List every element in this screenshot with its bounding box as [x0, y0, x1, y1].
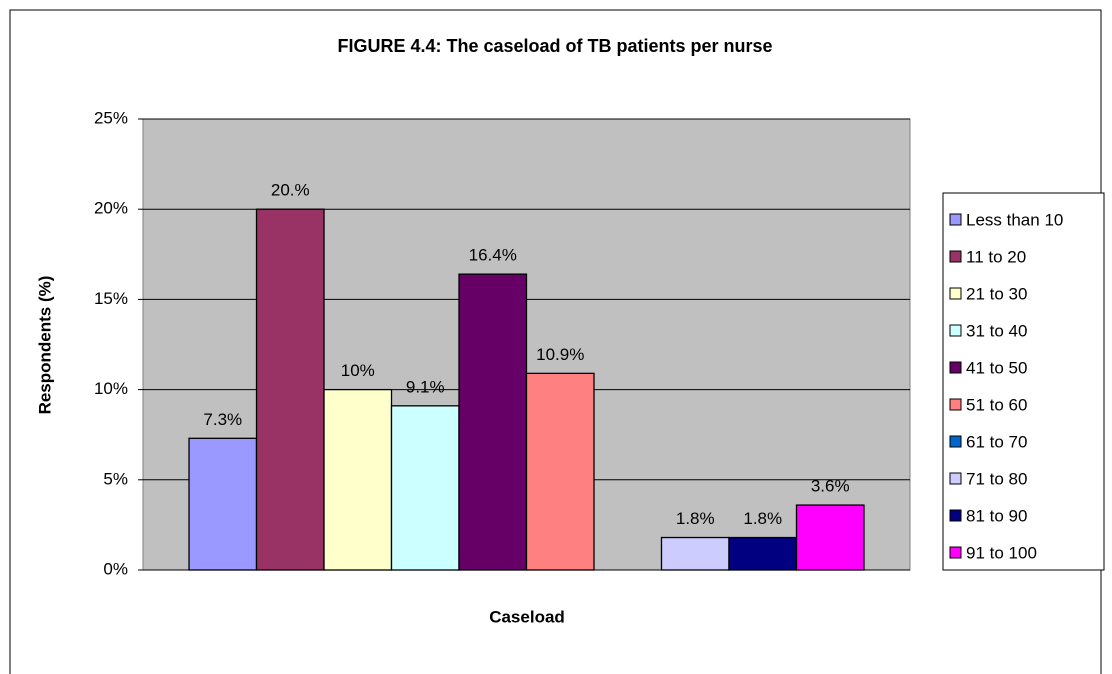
legend-swatch [949, 213, 962, 226]
chart-title: FIGURE 4.4: The caseload of TB patients … [337, 36, 772, 56]
legend-label: 11 to 20 [966, 247, 1026, 266]
legend [942, 192, 1105, 571]
y-tick-label: 5% [103, 469, 128, 488]
y-axis-label: Respondents (%) [35, 276, 54, 415]
y-tick-label: 0% [103, 559, 128, 578]
x-axis-label: Caseload [489, 607, 565, 626]
data-label: 10.9% [536, 345, 584, 364]
data-label: 1.8% [676, 509, 715, 528]
y-tick-label: 15% [94, 289, 128, 308]
legend-swatch [949, 435, 962, 448]
bar [390, 405, 460, 571]
data-label: 9.1% [406, 377, 445, 396]
data-label: 16.4% [469, 246, 517, 265]
bar [795, 504, 865, 571]
legend-label: Less than 10 [966, 210, 1063, 229]
legend-swatch [949, 472, 962, 485]
legend-label: 51 to 60 [966, 395, 1027, 414]
bar [525, 372, 595, 571]
data-label: 20.% [271, 181, 310, 200]
legend-label: 41 to 50 [966, 358, 1027, 377]
legend-swatch [949, 324, 962, 337]
legend-swatch [949, 287, 962, 300]
data-label: 3.6% [811, 477, 850, 496]
legend-label: 31 to 40 [966, 321, 1027, 340]
legend-label: 21 to 30 [966, 284, 1027, 303]
legend-label: 61 to 70 [966, 432, 1027, 451]
y-tick-label: 20% [94, 199, 128, 218]
bar [660, 536, 730, 571]
data-label: 1.8% [743, 509, 782, 528]
bar [323, 388, 393, 571]
legend-label: 91 to 100 [966, 543, 1037, 562]
bar [188, 437, 258, 571]
legend-label: 81 to 90 [966, 506, 1027, 525]
y-tick-label: 10% [94, 379, 128, 398]
bar [255, 208, 325, 571]
data-label: 7.3% [203, 410, 242, 429]
legend-swatch [949, 398, 962, 411]
legend-swatch [949, 361, 962, 374]
legend-label: 71 to 80 [966, 469, 1027, 488]
data-label: 10% [341, 361, 375, 380]
legend-swatch [949, 546, 962, 559]
legend-swatch [949, 509, 962, 522]
bar [728, 536, 798, 571]
y-tick-label: 25% [94, 108, 128, 127]
bar [458, 273, 528, 571]
legend-swatch [949, 250, 962, 263]
